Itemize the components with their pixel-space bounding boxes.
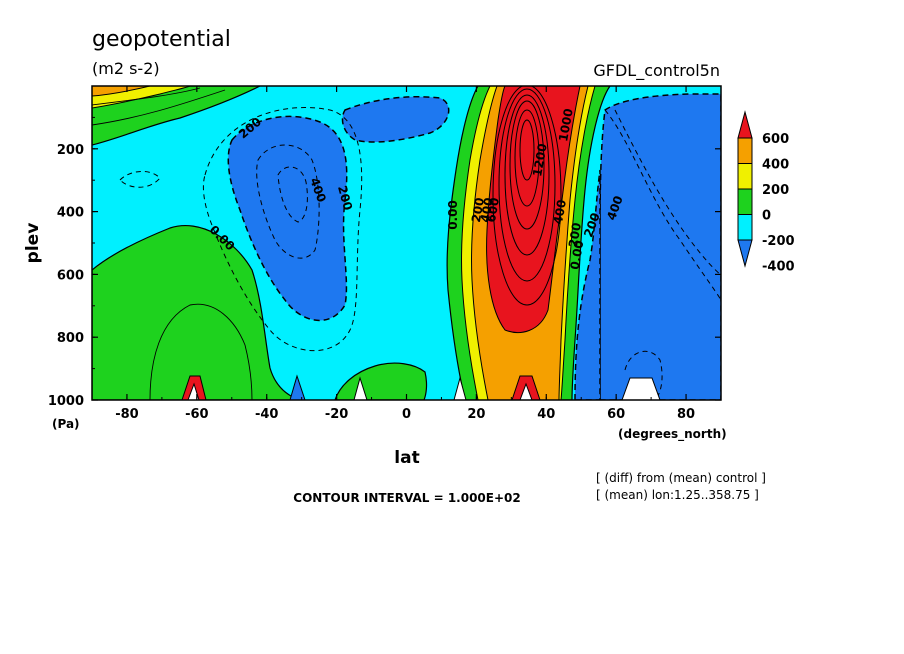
x-tick-label: -80 <box>115 407 139 422</box>
contour-label: 1000 <box>556 107 576 142</box>
x-axis-label: lat <box>394 448 419 468</box>
colorbar-arrow-bottom <box>737 239 753 268</box>
y-tick-label: 1000 <box>48 394 84 409</box>
fill-region-blue-nh-inner <box>574 169 601 400</box>
colorbar-label: 400 <box>762 158 789 173</box>
x-tick-label: 0 <box>402 407 411 422</box>
positive-contours-sh <box>92 87 253 400</box>
colorbar-label: 200 <box>762 183 789 198</box>
contour-label: 200 <box>469 196 487 223</box>
x-tick-label: -40 <box>255 407 279 422</box>
x-tick-label: 60 <box>607 407 625 422</box>
dataset-label: GFDL_control5n <box>593 61 720 81</box>
spike-white-65n <box>621 377 661 400</box>
contour-interval-text: CONTOUR INTERVAL = 1.000E+02 <box>293 491 520 505</box>
colorbar-swatch <box>737 214 753 241</box>
spike-white-14s <box>353 376 368 400</box>
colorbar: 600 400 200 0 -200 -400 <box>737 110 795 275</box>
x-axis-units: (degrees_north) <box>618 427 727 442</box>
contour-label: 0.00 <box>446 200 460 230</box>
note-diff: [ (diff) from (mean) control ] <box>596 471 766 485</box>
y-tick-label: 800 <box>57 331 84 346</box>
spike-white-33n <box>519 382 533 400</box>
spike-white-15n <box>453 376 467 400</box>
y-axis-units: (Pa) <box>52 417 80 431</box>
fill-region-blue-nh <box>599 93 721 400</box>
contour-label: 400 <box>551 198 569 225</box>
colorbar-label: -400 <box>762 260 795 275</box>
colorbar-label: 0 <box>762 209 771 224</box>
negative-contours <box>119 107 721 400</box>
y-axis-label: plev <box>23 223 43 264</box>
x-tick-label: 40 <box>537 407 555 422</box>
x-tick-label: 80 <box>677 407 695 422</box>
y-tick-label: 600 <box>57 268 84 283</box>
x-tick-label: -60 <box>185 407 209 422</box>
fill-region-green-top <box>92 86 261 146</box>
contour-label: 600 <box>484 196 502 223</box>
colorbar-swatch <box>737 137 753 164</box>
contour-label: 0.00 <box>568 239 587 271</box>
y-tick-label: 400 <box>57 206 84 221</box>
note-mean: [ (mean) lon:1.25..358.75 ] <box>596 488 759 502</box>
contour-label: 200 <box>335 184 355 212</box>
colorbar-label: -200 <box>762 234 795 249</box>
fill-region-red-nh <box>486 86 581 333</box>
colorbar-swatch <box>737 188 753 215</box>
y-tick-label: 200 <box>57 143 84 158</box>
x-tick-label: -20 <box>325 407 349 422</box>
contour-label: 1200 <box>530 142 550 177</box>
spike-blue-sh <box>289 374 306 400</box>
red-core-contours <box>492 86 562 306</box>
fill-region-blue-top <box>341 96 450 143</box>
chart-units: (m2 s-2) <box>92 59 160 78</box>
chart-title: geopotential <box>92 27 231 52</box>
x-axis: -80 -60 -40 -20 0 20 40 60 80 <box>91 86 722 422</box>
contour-label: 200 <box>566 221 584 248</box>
colorbar-arrow-top <box>737 110 753 139</box>
contour-label: 400 <box>478 196 496 223</box>
x-tick-label: 20 <box>467 407 485 422</box>
colorbar-label: 600 <box>762 132 789 147</box>
fill-region-blue-sh <box>227 115 348 322</box>
colorbar-swatch <box>737 163 753 190</box>
